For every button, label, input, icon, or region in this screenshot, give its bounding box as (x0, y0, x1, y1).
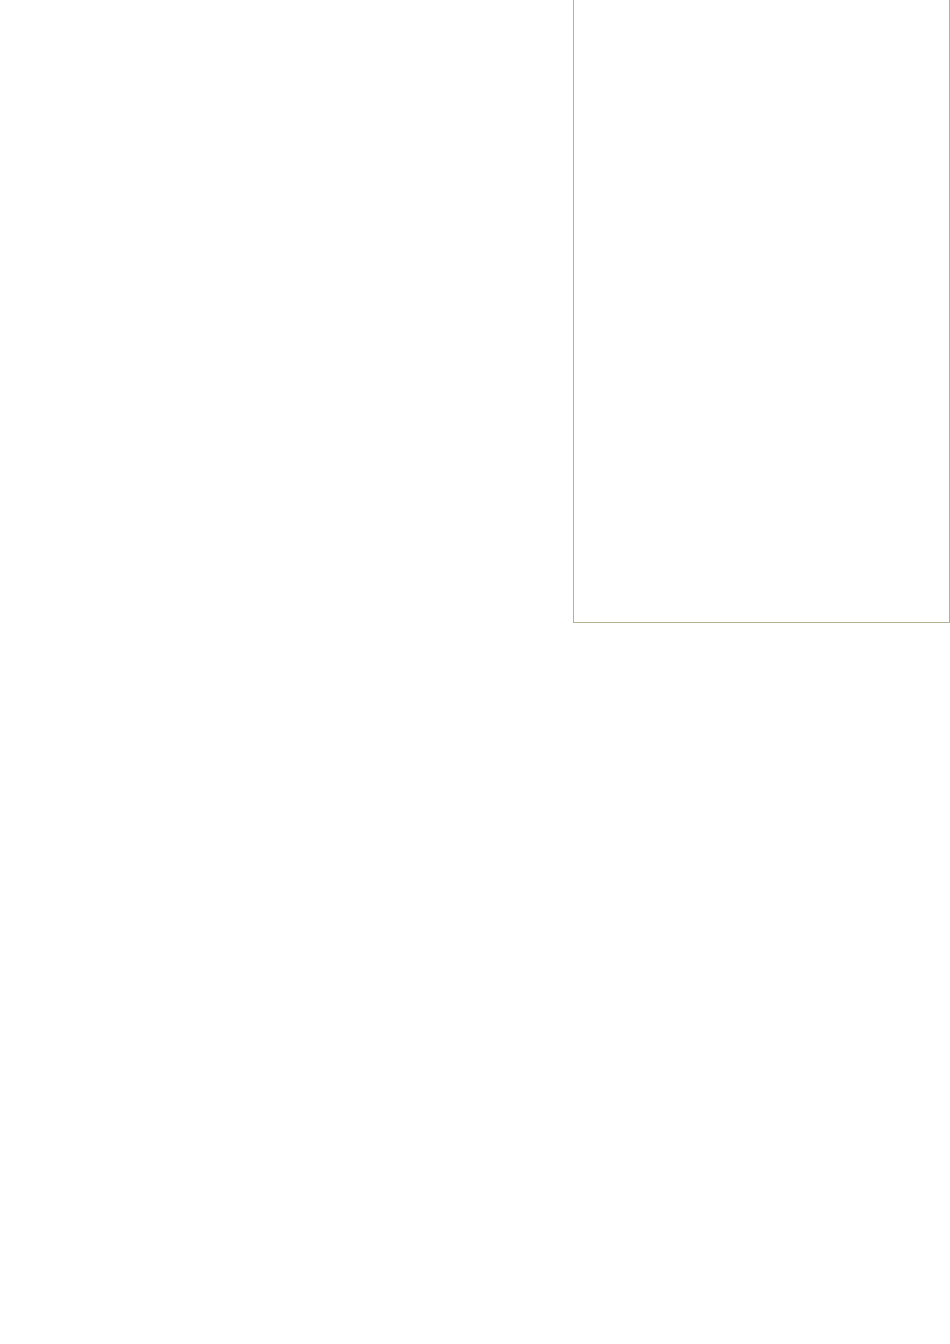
pie-chart-stage (573, 0, 949, 622)
pie-chart-graphic (573, 23, 881, 503)
pie-chart-panel[interactable] (573, 0, 950, 623)
